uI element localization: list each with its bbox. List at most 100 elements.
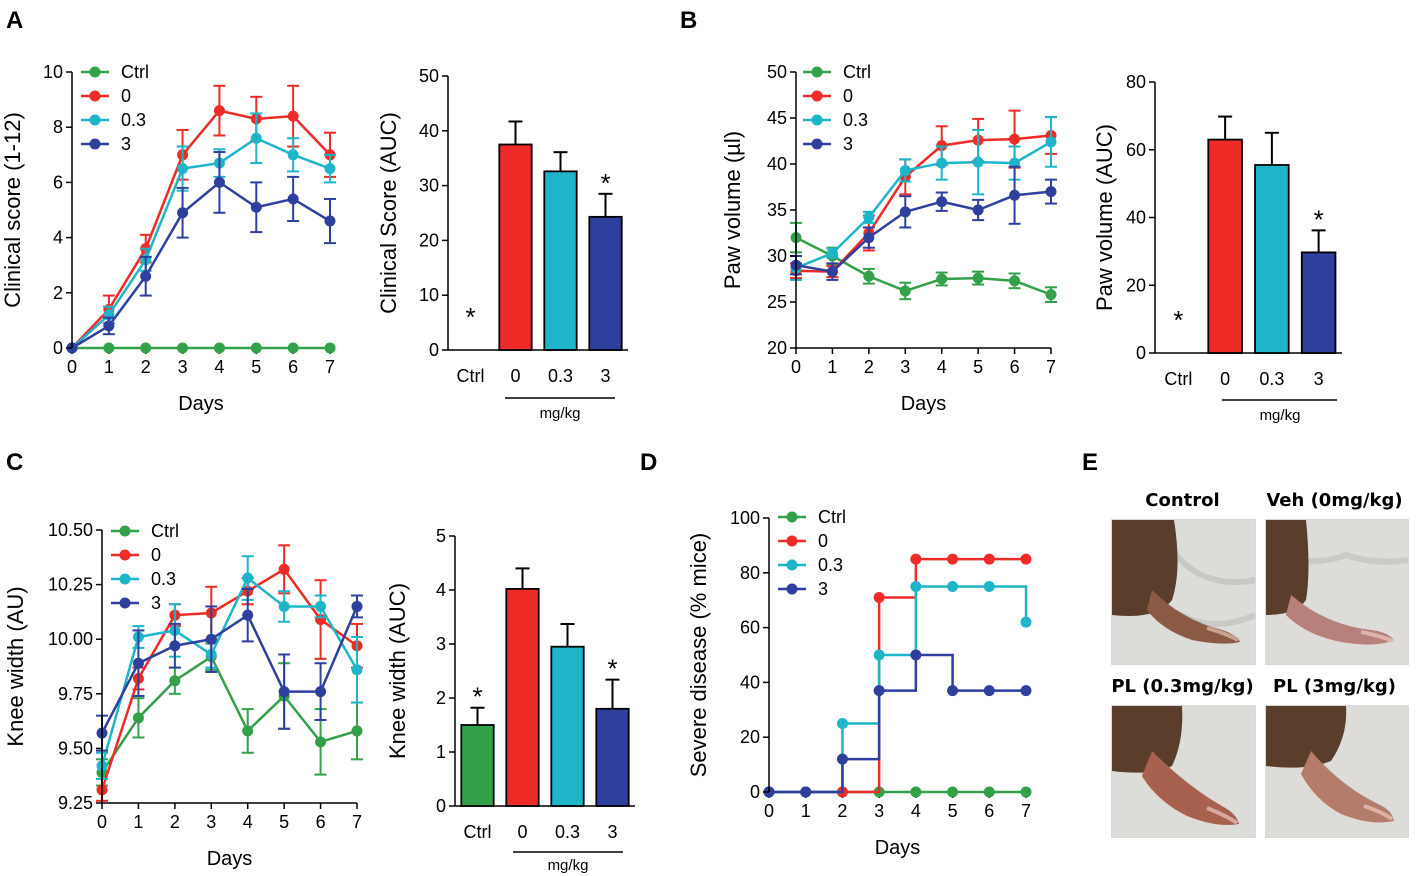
x-axis-label: Days [901,393,947,415]
x-tick-label: 0 [97,812,107,832]
legend-item-3: 3 [778,579,828,599]
data-point [242,609,254,621]
data-point [1020,685,1032,697]
significance-marker: * [465,302,475,332]
data-point [1009,275,1021,287]
mgkg-bracket-a: mg/kg [505,397,615,422]
category-label: 3 [1314,369,1324,389]
legend-item-0: 0 [778,531,828,551]
x-tick-label: 0 [764,801,774,821]
data-point [910,581,922,592]
data-point [103,320,115,332]
panel-label-b: B [680,7,697,34]
y-tick-label: 45 [767,108,787,128]
bar-0 [1207,138,1243,354]
y-tick-label: 35 [767,200,787,220]
category-label: 0 [1220,369,1230,389]
data-point [242,572,254,584]
data-point [315,736,327,748]
chart-B-line: 0 1 2 3 4 5 6 7 Days Ctrl 0 0.3 3 [790,62,1057,415]
legend-marker [786,559,798,571]
data-point [287,149,299,161]
y-axis-label: Severe disease (% mice) [686,533,711,778]
x-tick-label: 6 [316,812,326,832]
legend-label: 3 [843,134,853,154]
chart-D-step: 0 1 2 3 4 5 6 7 Days Ctrl 0 0.3 3 [763,507,1032,859]
legend-item-0: 0 [111,545,161,565]
legend-label: Ctrl [151,521,179,541]
x-tick-label: 6 [1010,357,1020,377]
data-point [936,157,948,169]
y-tick-label: 10.00 [48,629,93,649]
data-point [140,270,152,282]
significance-marker: * [1173,305,1183,335]
legend-item-0: 0 [81,86,131,106]
series-line [100,576,359,767]
mgkg-bracket-c: mg/kg [513,851,623,874]
data-point [1020,616,1032,628]
y-tick-label: 30 [419,176,439,196]
x-axis-label: Days [875,837,921,859]
legend-item-0.3: 0.3 [778,555,843,575]
y-tick-label: 9.75 [58,684,93,704]
data-point [947,685,959,697]
legend-marker [811,90,823,102]
legend-marker [786,583,798,595]
legend-label: 0 [843,86,853,106]
legend-label: Ctrl [121,62,149,82]
legend-marker [811,138,823,150]
y-tick-label: 25 [767,292,787,312]
category-label: 3 [600,366,610,386]
data-point [983,786,995,798]
legend-label: 0 [121,86,131,106]
x-tick-label: 4 [937,357,947,377]
series-Ctrl [66,342,336,354]
legend-item-Ctrl: Ctrl [111,521,179,541]
photo-title-control: Control [1145,490,1220,511]
y-tick-label: 9.25 [58,793,93,813]
x-tick-label: 7 [352,812,362,832]
mgkg-label-c: mg/kg [548,857,589,874]
data-point [947,553,959,565]
legend-item-Ctrl: Ctrl [803,62,871,82]
paw-photo-pl3 [1265,705,1409,838]
x-tick-label: 2 [864,357,874,377]
series-line [71,136,331,349]
paw-photo-control [1111,519,1256,665]
legend-marker [786,511,798,523]
x-axis-label: Days [178,393,224,415]
legend-label: Ctrl [818,507,846,527]
legend-marker [786,535,798,547]
x-tick-label: 1 [801,801,811,821]
y-tick-label: 0 [750,782,760,802]
series-line [795,190,1052,273]
bar-Ctrl [460,724,495,807]
x-tick-label: 7 [1021,801,1031,821]
series-3 [96,587,363,752]
chart-B-bar: * Ctrl 0 0.3 * 3 [1155,115,1342,389]
mgkg-label-b: mg/kg [1260,407,1301,424]
data-point [983,553,995,565]
data-point [1009,133,1021,145]
x-tick-label: 7 [325,357,335,377]
x-tick-label: 3 [874,801,884,821]
data-point [910,786,922,798]
x-tick-label: 7 [1046,357,1056,377]
data-point [863,232,875,244]
data-point [947,581,959,592]
data-point [800,786,812,798]
data-point [287,342,299,354]
data-point [287,193,299,205]
category-label: 0.3 [1259,369,1284,389]
legend-marker [119,525,131,537]
data-point [242,725,254,737]
bar-3 [1300,251,1337,354]
panel-label-a: A [6,7,23,34]
y-tick-label: 9.50 [58,738,93,758]
data-point [177,342,189,354]
bar-0 [505,588,540,807]
data-point [351,664,363,676]
y-tick-label: 60 [740,618,760,638]
legend-label: 3 [151,593,161,613]
series-line [100,654,358,774]
